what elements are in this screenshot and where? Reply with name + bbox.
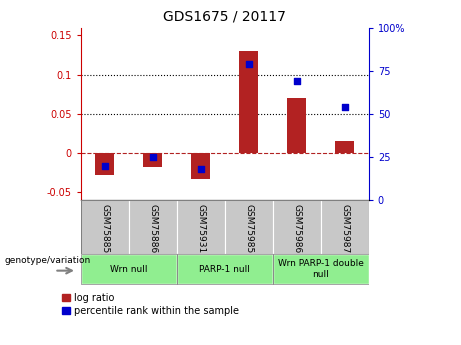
Bar: [273, 254, 369, 284]
Point: [341, 104, 349, 110]
Bar: [191, 153, 210, 179]
Title: GDS1675 / 20117: GDS1675 / 20117: [163, 10, 286, 24]
Point: [245, 61, 253, 67]
Bar: [177, 254, 273, 284]
Bar: [81, 254, 177, 284]
Bar: [273, 200, 321, 254]
Bar: [177, 254, 273, 284]
Text: Wrn PARP-1 double
null: Wrn PARP-1 double null: [278, 259, 364, 279]
Bar: [81, 254, 177, 284]
Point: [197, 166, 204, 172]
Point: [101, 163, 108, 168]
Bar: [239, 51, 258, 153]
Point: [293, 78, 301, 84]
Bar: [287, 98, 307, 153]
Bar: [95, 153, 114, 175]
Text: GSM75985: GSM75985: [244, 204, 253, 254]
Bar: [143, 153, 162, 167]
Bar: [321, 200, 369, 254]
Text: GSM75885: GSM75885: [100, 204, 109, 254]
Bar: [273, 254, 369, 284]
Legend: log ratio, percentile rank within the sample: log ratio, percentile rank within the sa…: [63, 293, 239, 316]
Text: PARP-1 null: PARP-1 null: [199, 265, 250, 274]
Bar: [225, 200, 273, 254]
Text: GSM75986: GSM75986: [292, 204, 301, 254]
Point: [149, 154, 156, 160]
Text: GSM75931: GSM75931: [196, 204, 205, 254]
Text: GSM75987: GSM75987: [340, 204, 349, 254]
Bar: [129, 200, 177, 254]
Bar: [177, 200, 225, 254]
Text: Wrn null: Wrn null: [110, 265, 148, 274]
Text: GSM75886: GSM75886: [148, 204, 157, 254]
Bar: [335, 141, 355, 153]
Text: genotype/variation: genotype/variation: [5, 256, 91, 265]
Bar: [81, 200, 129, 254]
